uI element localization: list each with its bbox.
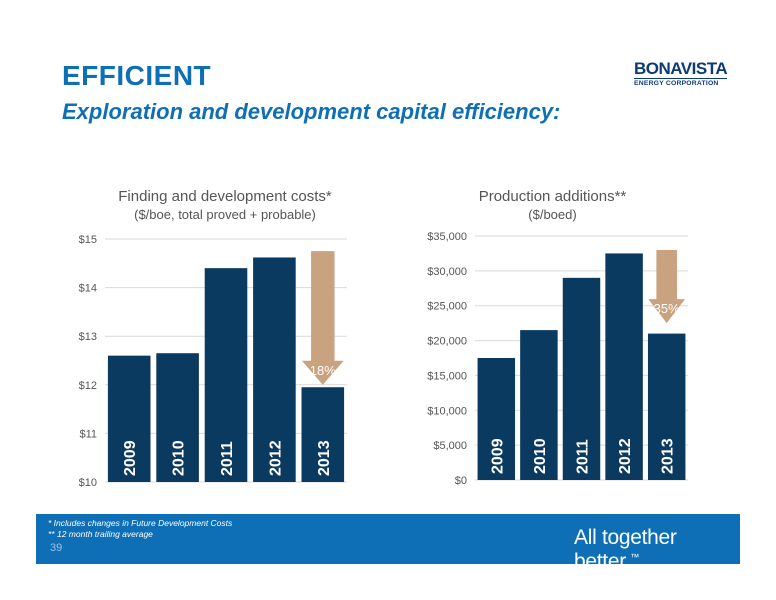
fd-bar-2012 [253,257,296,482]
fd-bar-2010 [156,353,199,482]
fd-ytick-label: $13 [79,331,97,343]
slide-title: EFFICIENT [62,60,212,91]
page-number: 39 [50,542,63,554]
chart2-title: Production additions** [478,188,627,205]
fd-ytick-label: $12 [79,380,97,392]
fd-ytick-label: $14 [79,283,97,295]
footnote-trailing: ** 12 month trailing average [48,529,153,539]
footer-bar: * Includes changes in Future Development… [36,514,740,573]
chart1-subtitle: ($/boe, total proved + probable) [134,207,316,222]
fd-ytick-label: $10 [79,477,97,489]
fd-category-label: 2011 [219,441,236,476]
company-logo: BONAVISTA ENERGY CORPORATION [634,60,728,92]
tagline: All together better.™ [574,526,740,574]
logo-tagline: ENERGY CORPORATION [634,80,719,87]
footnote-fdc: * Includes changes in Future Development… [48,518,233,528]
fd-ytick-label: $11 [79,428,97,440]
slide-subtitle: Exploration and development capital effi… [62,99,561,124]
fd-decrease-arrow [301,251,344,385]
fd-category-label: 2013 [316,440,333,476]
fd-ytick-label: $15 [79,234,97,246]
fd-category-label: 2009 [122,440,139,476]
fd-category-label: 2012 [267,440,284,476]
logo-wordmark: BONAVISTA [634,59,728,79]
chart2-subtitle: ($/boed) [528,207,577,222]
fd-category-label: 2010 [171,440,188,476]
chart1-title: Finding and development costs* [118,188,332,205]
fd-bar-2009 [107,355,151,482]
trademark-mark: ™ [630,552,639,562]
tagline-text: All together better. [574,526,677,573]
fd-arrow-label: 18% [310,363,336,378]
fd-bar-2011 [204,268,248,482]
fd-bar-2013 [301,387,345,482]
